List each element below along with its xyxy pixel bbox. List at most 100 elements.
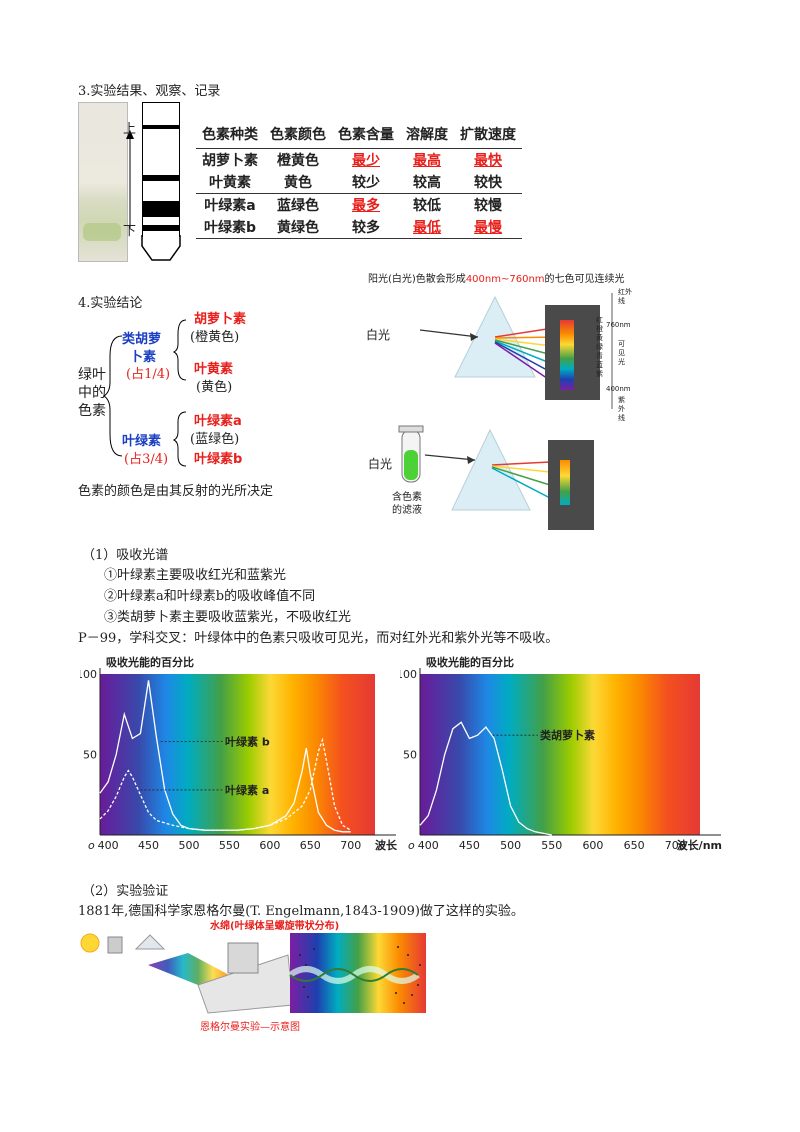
x-tick-label: 500 [500, 839, 521, 852]
prism-caption: 阳光(白光)色散会形成400nm~760nm的七色可见连续光 [368, 274, 625, 285]
x-tick-label: 550 [541, 839, 562, 852]
chromatography-diagram [142, 102, 180, 237]
visible-colors-label: 红橙黄绿青蓝紫 [596, 316, 603, 378]
absorption-title: （1）吸收光谱 [82, 548, 169, 563]
verify-title: （2）实验验证 [82, 884, 169, 899]
chlorophyll-group-name: 叶绿素 [122, 434, 162, 449]
section3-title: 3.实验结果、观察、记录 [78, 84, 221, 99]
strip-tip [141, 235, 181, 261]
y-tick-label: 50 [403, 749, 417, 762]
table-header: 扩散速度 [454, 120, 522, 149]
visible-light-label: 可见光 [618, 340, 625, 366]
water-silk-label: 水绵(叶绿体呈螺旋带状分布) [210, 921, 340, 932]
x-tick-label: 700 [340, 839, 361, 852]
400nm-label: 400nm [606, 385, 631, 393]
engelmann-caption: 恩格尔曼实验—示意图 [200, 1022, 300, 1033]
x-tick-label: 500 [178, 839, 199, 852]
strip-top-label: 上 [123, 122, 137, 137]
leaf-xanthophyll-color: (黄色) [196, 380, 233, 395]
table-cell: 最快 [474, 153, 502, 169]
series-label: 叶绿素 a [225, 783, 269, 797]
y-tick-label: 50 [83, 749, 97, 762]
760nm-label: 760nm [606, 321, 631, 329]
section4-title: 4.实验结论 [78, 296, 143, 311]
table-cell: 橙黄色 [277, 153, 319, 169]
y-tick-label: 100 [80, 668, 97, 681]
table-cell: 叶黄素 [196, 171, 264, 194]
table-header: 色素颜色 [264, 120, 332, 149]
x-tick-label: 450 [138, 839, 159, 852]
cross-discipline-note: P－99，学科交叉：叶绿体中的色素只吸收可见光，而对红外光和紫外光等不吸收。 [78, 631, 559, 646]
filtrate-label-2: 的滤液 [392, 505, 422, 516]
x-tick-label: 400 [98, 839, 119, 852]
color-note: 色素的颜色是由其反射的光所决定 [78, 484, 274, 499]
up-arrow-icon [126, 130, 134, 228]
engelmann-diagram [80, 933, 426, 1014]
carotenoid-absorption-chart: 吸收光能的百分比 400 450 500 550 600 650 700 50 100 o 波长/nm… [400, 655, 722, 852]
chlorophyll-share: (占3/4) [124, 452, 169, 467]
infrared-label: 红外线 [618, 288, 632, 305]
table-cell: 较慢 [474, 198, 502, 214]
table-row: 叶绿素b 黄绿色 较多 最低 最慢 [196, 216, 522, 239]
chart-title: 吸收光能的百分比 [426, 655, 514, 669]
series-label: 类胡萝卜素 [540, 728, 595, 742]
x-axis-label: 波长/nm [677, 838, 722, 852]
x-tick-label: 600 [582, 839, 603, 852]
table-cell: 黄色 [264, 171, 332, 194]
table-cell: 较多 [332, 216, 400, 239]
table-cell: 胡萝卜素 [202, 153, 258, 169]
table-row: 胡萝卜素 橙黄色 最少 最高 最快 [196, 149, 522, 172]
x-tick-label: 450 [459, 839, 480, 852]
x-axis-label: 波长 [375, 838, 398, 852]
x-tick-label: 650 [624, 839, 645, 852]
table-cell: 最慢 [454, 216, 522, 239]
carotenoid-group-name-1: 类胡萝 [122, 332, 162, 347]
leaf-carotene-color: (橙黄色) [190, 330, 240, 345]
absorption-item: ①叶绿素主要吸收红光和蓝紫光 [104, 568, 287, 583]
table-header: 色素含量 [332, 120, 400, 149]
pigment-table: 色素种类 色素颜色 色素含量 溶解度 扩散速度 胡萝卜素 橙黄色 最少 最高 最… [196, 120, 522, 239]
table-cell: 蓝绿色 [277, 198, 319, 214]
leaf-chlorophyll-a: 叶绿素a [194, 414, 242, 429]
table-header: 溶解度 [400, 120, 454, 149]
table-cell: 叶绿素a [204, 198, 256, 214]
table-row: 叶黄素 黄色 较少 较高 较快 [196, 171, 522, 194]
table-cell: 最多 [352, 198, 380, 214]
table-cell: 最高 [413, 153, 441, 169]
leaf-carotene: 胡萝卜素 [194, 312, 247, 327]
table-cell: 较低 [413, 198, 441, 214]
series-line [419, 721, 552, 836]
filtrate-label-1: 含色素 [392, 492, 422, 503]
origin-label: o [408, 839, 415, 852]
table-cell: 较少 [332, 171, 400, 194]
table-cell: 最低 [400, 216, 454, 239]
spectrum-background [420, 674, 700, 835]
carotenoid-share: (占1/4) [126, 367, 171, 382]
x-tick-label: 700 [665, 839, 686, 852]
series-label: 叶绿素 b [225, 735, 270, 749]
prism-dispersion-diagram [419, 293, 613, 409]
x-tick-label: 650 [300, 839, 321, 852]
table-cell: 最少 [352, 153, 380, 169]
table-row: 叶绿素a 蓝绿色 最多 较低 较慢 [196, 194, 522, 217]
white-light-label-2: 白光 [368, 457, 393, 471]
chlorophyll-absorption-chart: 吸收光能的百分比 400 450 500 550 600 650 700 50 100 o 波长 叶绿素… [80, 655, 398, 852]
table-cell: 叶绿素b [196, 216, 264, 239]
x-tick-label: 400 [418, 839, 439, 852]
prism-filtrate-diagram [398, 425, 594, 530]
pigment-table-wrap: 色素种类 色素颜色 色素含量 溶解度 扩散速度 胡萝卜素 橙黄色 最少 最高 最… [196, 120, 522, 239]
y-tick-label: 100 [400, 668, 417, 681]
absorption-item: ③类胡萝卜素主要吸收蓝紫光，不吸收红光 [104, 610, 352, 625]
ultraviolet-label: 紫外线 [618, 396, 625, 422]
strip-bottom-label: 下 [123, 224, 137, 239]
series-line [99, 737, 352, 831]
x-tick-label: 600 [259, 839, 280, 852]
table-cell: 较快 [454, 171, 522, 194]
chromatography-photo [78, 102, 128, 262]
white-light-label: 白光 [366, 328, 391, 342]
x-tick-label: 550 [219, 839, 240, 852]
absorption-item: ②叶绿素a和叶绿素b的吸收峰值不同 [104, 589, 316, 604]
table-cell: 较高 [400, 171, 454, 194]
leaf-chlorophyll-b: 叶绿素b [194, 452, 243, 467]
leaf-xanthophyll: 叶黄素 [194, 362, 234, 377]
